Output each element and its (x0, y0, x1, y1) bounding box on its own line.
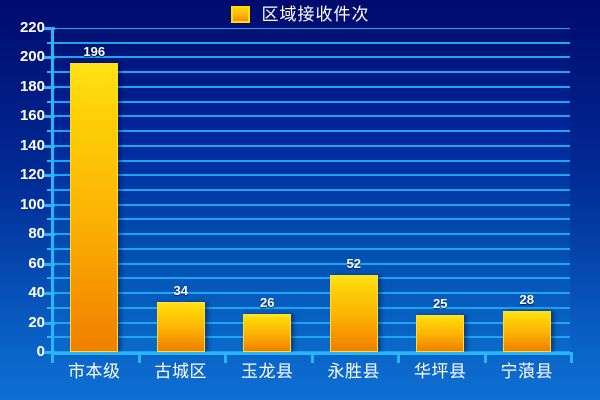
y-axis-tick (44, 321, 55, 325)
y-axis-label: 20 (28, 313, 45, 331)
bar-value-label: 34 (173, 282, 188, 298)
plot-area: 196 34 26 52 25 28 (51, 28, 570, 352)
y-axis-label: 0 (36, 343, 45, 360)
x-axis-tick (137, 352, 141, 363)
y-axis-tick (44, 85, 55, 89)
y-axis-minor-tick (47, 218, 54, 221)
y-axis-tick (44, 292, 55, 296)
bar[interactable] (156, 301, 205, 352)
bar-slot[interactable]: 26 (224, 28, 311, 352)
y-axis-minor-tick (47, 100, 54, 103)
legend-color-swatch-icon (230, 5, 250, 23)
x-axis-category-label: 华坪县 (414, 362, 467, 381)
y-axis-tick (44, 144, 55, 148)
bar-value-label: 26 (260, 294, 275, 310)
bar-value-label: 28 (519, 291, 534, 307)
x-axis-tick (483, 352, 487, 363)
y-axis-minor-tick (47, 247, 54, 250)
x-axis-category-label: 市本级 (68, 362, 121, 381)
bar[interactable] (329, 275, 378, 352)
y-axis-label: 160 (19, 107, 45, 125)
x-axis-category-label: 古城区 (154, 362, 207, 381)
y-axis-tick (44, 27, 55, 30)
legend-series-label: 区域接收件次 (261, 4, 370, 24)
y-axis-tick (44, 203, 55, 207)
x-axis-tick (224, 352, 227, 363)
bar-value-label: 196 (83, 44, 106, 60)
y-axis-minor-tick (47, 71, 54, 74)
y-axis-minor-tick (47, 159, 54, 162)
y-axis-minor-tick (47, 306, 54, 309)
y-axis-label: 60 (28, 254, 45, 272)
y-axis-label: 40 (28, 284, 45, 302)
bar-slot[interactable]: 196 (51, 28, 138, 352)
bar-slot[interactable]: 25 (397, 28, 484, 352)
bar-slot[interactable]: 28 (484, 28, 571, 352)
chart-legend: 区域接收件次 (0, 0, 600, 28)
y-axis-minor-tick (47, 336, 54, 339)
bar[interactable] (416, 315, 465, 352)
y-axis-label: 100 (19, 195, 45, 213)
bar-value-label: 25 (433, 296, 448, 312)
y-axis-tick (44, 233, 55, 237)
y-axis-tick (44, 262, 55, 266)
x-axis-category-label: 宁蒗县 (500, 362, 553, 381)
y-axis-label: 220 (19, 19, 45, 36)
y-axis-tick (44, 351, 55, 354)
y-axis-tick (44, 56, 55, 60)
y-axis-label: 140 (19, 136, 45, 154)
x-axis-tick (397, 352, 400, 363)
y-axis-tick (44, 115, 55, 119)
bar-slot[interactable]: 52 (311, 28, 398, 352)
bar[interactable] (502, 310, 551, 352)
x-axis-tick (51, 352, 54, 363)
y-axis-label: 180 (19, 77, 45, 95)
x-axis-category-label: 永胜县 (327, 362, 380, 381)
y-axis-minor-tick (47, 130, 54, 133)
y-axis-label: 200 (19, 48, 45, 66)
y-axis-label: 120 (19, 166, 45, 184)
y-axis-minor-tick (47, 189, 54, 191)
y-axis-tick (44, 174, 55, 178)
y-axis-minor-tick (47, 41, 54, 44)
bar-group: 196 34 26 52 25 28 (51, 28, 570, 352)
bar-slot[interactable]: 34 (138, 28, 225, 352)
x-axis-category-label: 玉龙县 (241, 362, 294, 381)
bar[interactable] (243, 313, 292, 352)
bar-value-label: 52 (346, 256, 361, 272)
x-axis-tick (570, 352, 573, 363)
bar[interactable] (70, 63, 119, 352)
x-axis-tick (310, 352, 314, 363)
y-axis-label: 80 (28, 225, 45, 243)
y-axis-minor-tick (47, 277, 54, 280)
